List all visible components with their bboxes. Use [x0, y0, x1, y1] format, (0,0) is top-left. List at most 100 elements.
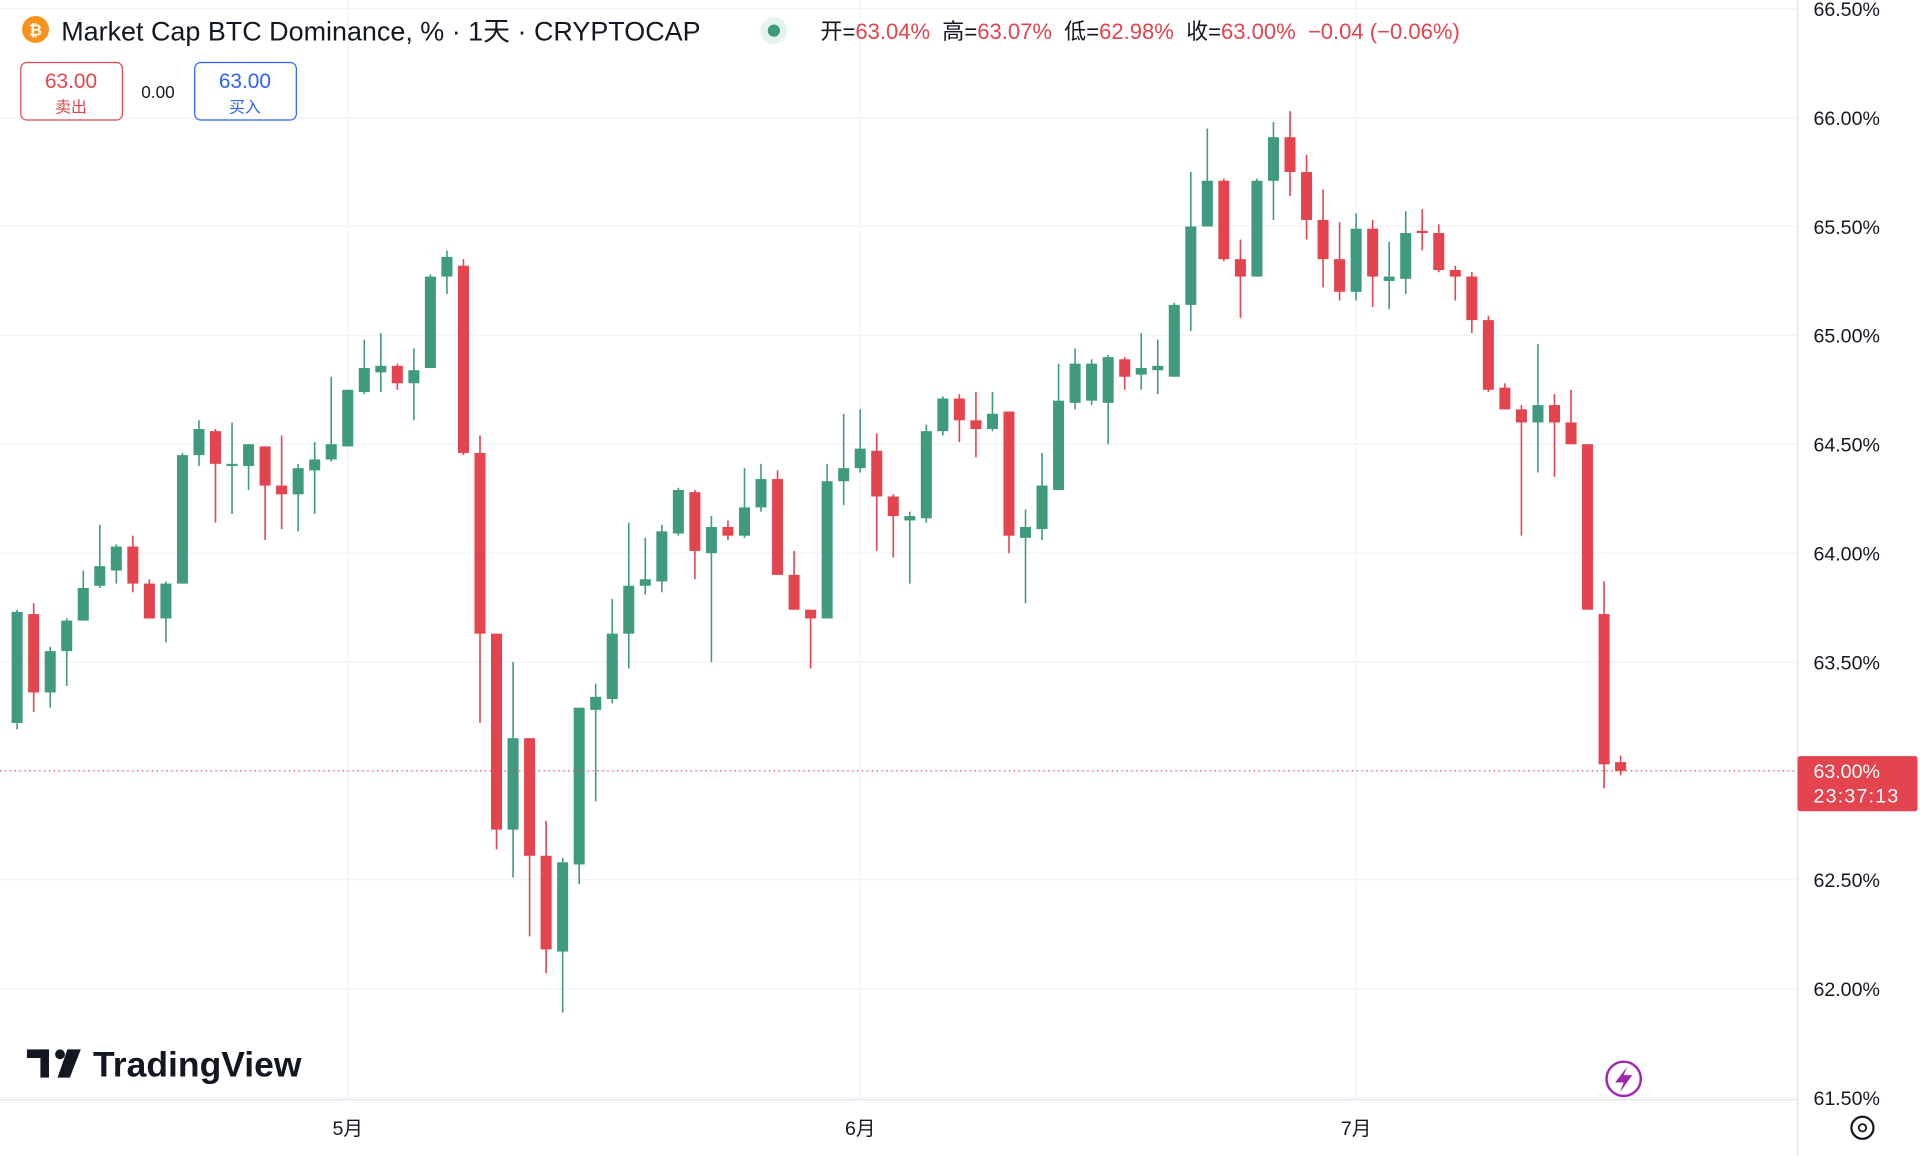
labels: 61.50% 62.00% 62.50% 63.00% 63.50% 64.00% 64.5… [333, 0, 1918, 1140]
candle-body [755, 479, 767, 508]
settings-icon [1857, 1123, 1868, 1133]
candle-body [1582, 444, 1594, 610]
candle-body [358, 368, 370, 392]
candle-body [1251, 180, 1263, 277]
candle-body [623, 585, 635, 634]
candle-body [1565, 422, 1577, 445]
candle-body [854, 448, 866, 469]
countdown: 23:37:13 [1813, 786, 1899, 808]
candle-body [970, 420, 982, 429]
candle-body [1383, 276, 1395, 281]
candle-body [540, 855, 552, 950]
candle-body [243, 444, 255, 467]
candle-body [722, 526, 734, 536]
coin-icon [22, 15, 49, 43]
candle-body [77, 587, 89, 621]
ohlc-label: 低= [1064, 19, 1099, 44]
candle-body [805, 609, 817, 619]
candle-body [788, 574, 800, 610]
buy-label: 买入 [229, 99, 261, 117]
candle-body [1515, 409, 1527, 423]
candle-body [738, 507, 750, 536]
candle-body [1334, 259, 1346, 292]
candle-body [937, 398, 949, 432]
candle-body [127, 546, 139, 584]
candle-body [1433, 233, 1445, 271]
candle-body [1416, 230, 1428, 234]
candle-body [160, 583, 172, 619]
candle-body [1053, 400, 1065, 490]
candle-body [94, 566, 106, 586]
candle-body [342, 389, 354, 447]
sell-label: 卖出 [55, 99, 87, 117]
settings-button[interactable] [1850, 1115, 1875, 1140]
candle-body [325, 444, 337, 460]
candle-body [507, 738, 519, 830]
candle-body [491, 633, 503, 830]
candle-body [1119, 359, 1131, 377]
x-tick-label: 7月 [1341, 1118, 1371, 1140]
candle-body [1185, 226, 1197, 305]
candle-body [656, 531, 668, 582]
candle-body [1301, 172, 1313, 220]
watermark: TradingView [93, 1044, 302, 1084]
status-dot [767, 24, 780, 37]
candle-body [1234, 259, 1246, 277]
x-tick-label: 5月 [333, 1118, 363, 1140]
buy-button[interactable] [194, 61, 297, 121]
candle-body [11, 611, 23, 723]
candle-body [590, 696, 602, 710]
candle-body [1532, 405, 1544, 423]
candle-body [408, 370, 420, 384]
last-price-label: 63.00% [1813, 761, 1879, 783]
candle-body [375, 365, 387, 373]
candle-body [986, 413, 998, 429]
candle-body [689, 492, 701, 551]
candle-body [772, 479, 784, 575]
candle-body [226, 463, 238, 467]
ohlc-label: 高= [942, 19, 977, 44]
candle-body [424, 276, 436, 369]
symbol-title[interactable]: Market Cap BTC Dominance, % · 1天 · CRYPT… [61, 16, 700, 46]
candle-body [1152, 365, 1164, 371]
candle-body [1482, 320, 1494, 390]
candle-body [457, 265, 469, 453]
logo-shape [55, 1049, 65, 1060]
candle-body [1003, 411, 1015, 536]
candle-body [110, 546, 122, 571]
candle-body [1284, 137, 1296, 173]
candle-body [1367, 228, 1379, 277]
ohlc-label: 收= [1186, 19, 1221, 44]
y-tick-label: 65.00% [1813, 326, 1879, 348]
candle-body [259, 446, 271, 486]
candle-body [1267, 137, 1279, 181]
candle-body [821, 481, 833, 619]
candle-body [391, 365, 403, 384]
sell-button[interactable] [20, 61, 124, 121]
logo-shape [26, 1049, 49, 1058]
candle-body [176, 455, 188, 584]
coin-icon-glyph: ₿ [29, 22, 42, 40]
candle-body [672, 489, 684, 534]
y-tick-label: 66.00% [1813, 108, 1879, 130]
candle-body [1020, 526, 1032, 538]
candle-body [44, 651, 56, 693]
candle-body [953, 398, 965, 421]
candle-body [441, 256, 453, 277]
candle-body [1317, 219, 1329, 260]
last-price-tag [1797, 756, 1918, 812]
lightning-icon [1615, 1066, 1633, 1093]
candle-body [838, 468, 850, 482]
candle-body [292, 468, 304, 495]
candle-body [309, 459, 321, 471]
candle-body [276, 485, 288, 495]
candle-body [210, 431, 222, 464]
ohlc-value: 63.07% [977, 19, 1052, 44]
y-tick-label: 66.50% [1813, 0, 1879, 21]
candle-body [1350, 228, 1362, 292]
y-tick-label: 65.50% [1813, 217, 1879, 239]
candle-body [1449, 270, 1461, 277]
ohlc-value: 63.04% [855, 19, 930, 44]
